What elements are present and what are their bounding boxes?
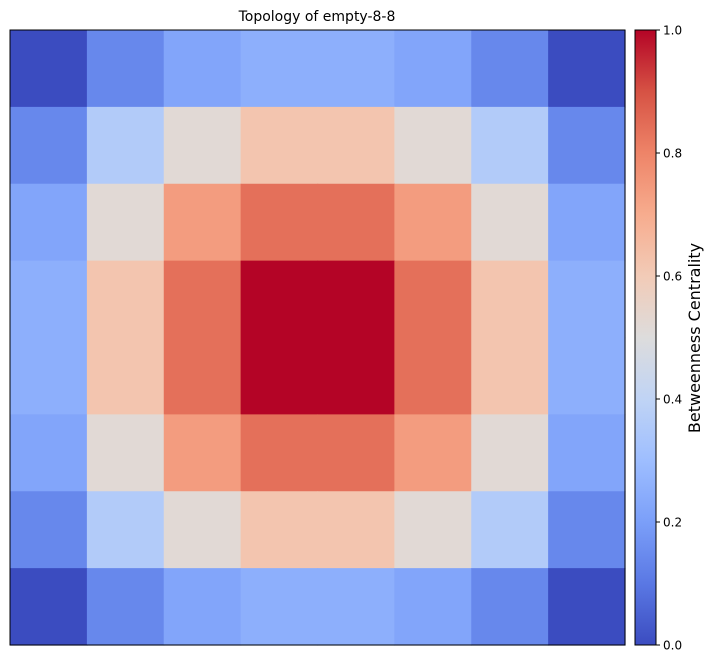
heatmap-cell-r0-c3 xyxy=(240,30,319,108)
heatmap-cell-r2-c5 xyxy=(394,183,472,262)
heatmap-cell-r3-c1 xyxy=(86,260,165,339)
heatmap-cell-r3-c7 xyxy=(548,260,626,339)
heatmap-cell-r1-c5 xyxy=(394,106,472,185)
heatmap-frame xyxy=(9,29,626,646)
heatmap-cell-r6-c6 xyxy=(471,491,549,569)
colorbar-label: Betweenness Centrality xyxy=(685,243,704,433)
heatmap-cell-r2-c4 xyxy=(317,183,395,262)
heatmap-cell-r5-c7 xyxy=(548,414,626,492)
heatmap-cell-r7-c4 xyxy=(317,568,395,646)
heatmap-cell-r0-c1 xyxy=(86,30,165,108)
heatmap-cell-r7-c0 xyxy=(10,568,88,646)
heatmap-cell-r0-c7 xyxy=(548,30,626,108)
heatmap-cell-r3-c4 xyxy=(317,260,395,339)
heatmap-cell-r7-c2 xyxy=(163,568,242,646)
heatmap-cell-r5-c1 xyxy=(86,414,165,492)
heatmap-cell-r1-c7 xyxy=(548,106,626,185)
colorbar-tick-label-4: 0.8 xyxy=(663,147,682,161)
heatmap-cell-r4-c5 xyxy=(394,337,472,415)
heatmap-cell-r3-c3 xyxy=(240,260,319,339)
heatmap-cell-r4-c6 xyxy=(471,337,549,415)
heatmap-cell-r6-c1 xyxy=(86,491,165,569)
colorbar-fill xyxy=(635,30,656,645)
heatmap-cell-r2-c0 xyxy=(10,183,88,262)
heatmap-cell-r4-c4 xyxy=(317,337,395,415)
heatmap-cell-r1-c2 xyxy=(163,106,242,185)
heatmap-cell-r7-c7 xyxy=(548,568,626,646)
colorbar-ticks: 0.0 0.2 0.4 0.6 0.8 1.0 xyxy=(656,24,682,653)
heatmap-cell-r3-c5 xyxy=(394,260,472,339)
heatmap-cell-r6-c7 xyxy=(548,491,626,569)
heatmap-cell-r7-c1 xyxy=(86,568,165,646)
heatmap-cell-r1-c3 xyxy=(240,106,319,185)
heatmap-cell-r7-c3 xyxy=(240,568,319,646)
heatmap-cell-r2-c2 xyxy=(163,183,242,262)
heatmap-cell-r4-c7 xyxy=(548,337,626,415)
heatmap-cell-r0-c5 xyxy=(394,30,472,108)
heatmap-cell-r2-c3 xyxy=(240,183,319,262)
heatmap-cell-r1-c1 xyxy=(86,106,165,185)
heatmap-cell-r6-c2 xyxy=(163,491,242,569)
heatmap-cell-r7-c6 xyxy=(471,568,549,646)
colorbar-tick-label-5: 1.0 xyxy=(663,24,682,38)
heatmap-cell-r3-c0 xyxy=(10,260,88,339)
heatmap-cell-r3-c6 xyxy=(471,260,549,339)
heatmap-cell-r0-c6 xyxy=(471,30,549,108)
heatmap-cell-r1-c4 xyxy=(317,106,395,185)
heatmap-cell-r0-c0 xyxy=(10,30,88,108)
heatmap-cell-r6-c0 xyxy=(10,491,88,569)
heatmap-cells xyxy=(10,30,626,646)
chart-title: Topology of empty-8-8 xyxy=(238,9,396,25)
heatmap-cell-r4-c1 xyxy=(86,337,165,415)
colorbar-tick-label-2: 0.4 xyxy=(663,393,682,407)
heatmap-cell-r4-c2 xyxy=(163,337,242,415)
heatmap-cell-r6-c3 xyxy=(240,491,319,569)
heatmap-cell-r5-c5 xyxy=(394,414,472,492)
heatmap-cell-r0-c2 xyxy=(163,30,242,108)
heatmap-cell-r5-c4 xyxy=(317,414,395,492)
heatmap-cell-r5-c6 xyxy=(471,414,549,492)
heatmap-cell-r4-c3 xyxy=(240,337,319,415)
colorbar-tick-label-1: 0.2 xyxy=(663,516,682,530)
colorbar-tick-label-3: 0.6 xyxy=(663,270,682,284)
heatmap-cell-r7-c5 xyxy=(394,568,472,646)
heatmap-cell-r6-c4 xyxy=(317,491,395,569)
colorbar-tick-label-0: 0.0 xyxy=(663,639,682,653)
heatmap-cell-r5-c3 xyxy=(240,414,319,492)
heatmap-cell-r0-c4 xyxy=(317,30,395,108)
heatmap-cell-r1-c0 xyxy=(10,106,88,185)
heatmap-cell-r3-c2 xyxy=(163,260,242,339)
colorbar: 0.0 0.2 0.4 0.6 0.8 1.0 xyxy=(634,24,682,653)
heatmap-cell-r5-c2 xyxy=(163,414,242,492)
heatmap-cell-r2-c7 xyxy=(548,183,626,262)
heatmap-cell-r2-c6 xyxy=(471,183,549,262)
heatmap-cell-r4-c0 xyxy=(10,337,88,415)
heatmap-cell-r1-c6 xyxy=(471,106,549,185)
heatmap-cell-r5-c0 xyxy=(10,414,88,492)
heatmap-cell-r2-c1 xyxy=(86,183,165,262)
heatmap-cell-r6-c5 xyxy=(394,491,472,569)
colorbar-frame xyxy=(634,29,657,646)
